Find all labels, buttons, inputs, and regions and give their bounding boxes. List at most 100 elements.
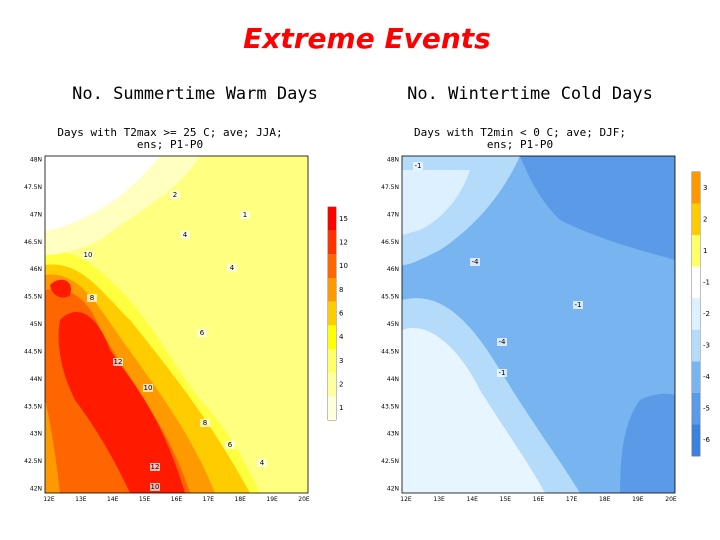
lon-label: 20E xyxy=(298,496,310,503)
colorbar-segment xyxy=(328,207,336,231)
lon-label: 15E xyxy=(139,496,151,503)
colorbar-segment xyxy=(692,298,700,330)
contour-label: 4 xyxy=(230,264,235,272)
lon-label: 16E xyxy=(171,496,183,503)
colorbar-label: 2 xyxy=(339,381,343,389)
colorbar-segment xyxy=(328,278,336,302)
lat-label: 43.5N xyxy=(381,403,399,410)
contour-label-box xyxy=(200,419,210,427)
map-title: ens; P1-P0 xyxy=(487,138,553,151)
warm-days-map xyxy=(44,155,337,494)
contour-label: 10 xyxy=(144,384,153,392)
contour-label: 12 xyxy=(114,358,123,366)
lat-label: 45N xyxy=(387,321,399,328)
map-title: Days with T2max >= 25 C; ave; JJA; xyxy=(57,126,282,139)
lat-label: 46.5N xyxy=(24,239,42,246)
lat-label: 44N xyxy=(30,376,42,383)
colorbar-label: 1 xyxy=(339,404,343,412)
colorbar-label: 8 xyxy=(339,286,343,294)
lat-label: 45N xyxy=(30,321,42,328)
contour-label-box xyxy=(113,358,123,366)
lon-label: 13E xyxy=(75,496,87,503)
lon-label: 13E xyxy=(433,496,445,503)
contour-label-box xyxy=(240,211,250,219)
lat-label: 47N xyxy=(30,211,42,218)
colorbar-segment xyxy=(328,230,336,255)
colorbar-segment xyxy=(692,392,700,425)
contour-label-box xyxy=(197,329,207,337)
lat-label: 42.5N xyxy=(24,458,42,465)
slide-title: Extreme Events xyxy=(243,22,491,55)
lon-label: 19E xyxy=(632,496,644,503)
contour-label: 12 xyxy=(151,463,160,471)
contour-label-box xyxy=(470,258,480,266)
lat-label: 46N xyxy=(387,266,399,273)
colorbar-segment xyxy=(692,266,700,299)
colorbar-label: -4 xyxy=(703,373,711,381)
colorbar-label: 12 xyxy=(339,239,348,247)
contour-label: 10 xyxy=(84,251,93,259)
contour-label-box xyxy=(497,369,507,377)
lat-label: 45.5N xyxy=(381,294,399,301)
map-title: Days with T2min < 0 C; ave; DJF; xyxy=(414,126,626,139)
lon-label: 12E xyxy=(400,496,412,503)
contour-label: 6 xyxy=(200,329,205,337)
colorbar-segment xyxy=(692,361,700,393)
contour-label-box xyxy=(150,483,160,491)
lon-label: 18E xyxy=(235,496,247,503)
contour-label: -1 xyxy=(575,301,582,309)
contour-label: 8 xyxy=(90,294,94,302)
lon-label: 15E xyxy=(500,496,512,503)
lat-label: 44.5N xyxy=(24,348,42,355)
contour-label: 10 xyxy=(151,483,160,491)
contour-label-box xyxy=(180,231,190,239)
colorbar-label: -6 xyxy=(703,436,711,444)
colorbar-label: 6 xyxy=(339,310,344,318)
contour-label-box xyxy=(143,384,153,392)
lon-label: 20E xyxy=(665,496,677,503)
colorbar-segment xyxy=(328,301,336,326)
lat-label: 46.5N xyxy=(381,239,399,246)
lon-label: 16E xyxy=(533,496,545,503)
contour-label-box xyxy=(83,251,93,259)
panel-heading: No. Wintertime Cold Days xyxy=(407,84,653,104)
contour-label-box xyxy=(257,459,267,467)
contour-label-box xyxy=(573,301,583,309)
colorbar-label: -5 xyxy=(703,405,710,413)
colorbar-label: -1 xyxy=(703,278,710,286)
contour-label: -1 xyxy=(415,162,422,170)
lon-label: 18E xyxy=(599,496,611,503)
lat-label: 48N xyxy=(30,157,42,164)
lat-label: 44N xyxy=(387,376,399,383)
contour-label: -4 xyxy=(472,258,480,266)
contour-label: 4 xyxy=(183,231,188,239)
contour-label: 6 xyxy=(228,441,233,449)
colorbar-segment xyxy=(692,203,700,236)
colorbar-segment xyxy=(692,235,700,267)
lat-label: 44.5N xyxy=(381,348,399,355)
lat-label: 43N xyxy=(30,431,42,438)
colorbar-segment xyxy=(328,325,336,349)
colorbar-segment xyxy=(692,424,700,456)
contour-label-box xyxy=(413,162,423,170)
contour-label: -4 xyxy=(499,338,507,346)
contour-label: 2 xyxy=(173,191,177,199)
lat-label: 47N xyxy=(387,211,399,218)
colorbar-label: 1 xyxy=(703,247,707,255)
colorbar-label: 2 xyxy=(703,215,707,223)
colorbar-segment xyxy=(692,172,700,204)
colorbar-segment xyxy=(328,349,336,373)
contour-label: 4 xyxy=(260,459,265,467)
colorbar-label: 4 xyxy=(339,333,344,341)
contour-label-box xyxy=(87,294,97,302)
contour-label: 1 xyxy=(243,211,247,219)
contour-label-box xyxy=(227,264,237,272)
lat-label: 47.5N xyxy=(24,184,42,191)
lon-label: 14E xyxy=(107,496,119,503)
contour-label: 8 xyxy=(203,419,207,427)
contour-label-box xyxy=(225,441,235,449)
lat-label: 42N xyxy=(30,486,42,493)
lon-label: 19E xyxy=(266,496,278,503)
lat-label: 42N xyxy=(387,486,399,493)
